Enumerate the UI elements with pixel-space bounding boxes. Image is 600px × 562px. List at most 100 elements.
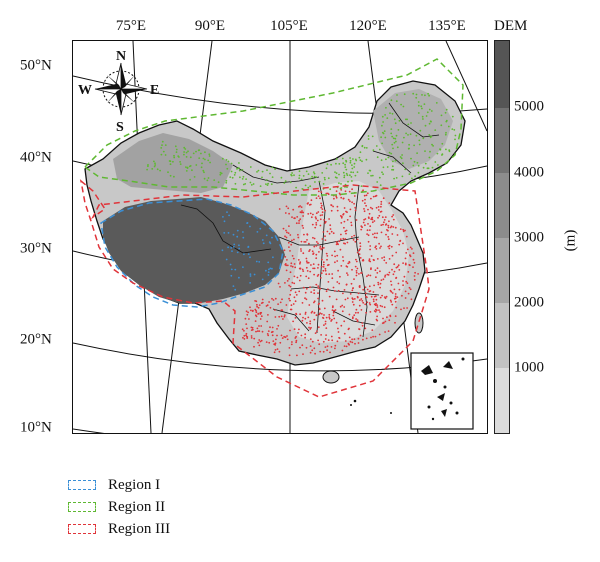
lon-label-135e: 135°E (428, 18, 466, 34)
station-dot (324, 239, 327, 242)
station-dot (404, 257, 407, 260)
station-dot (311, 340, 314, 343)
station-dot (350, 171, 352, 174)
station-dot (265, 269, 267, 272)
station-dot (345, 168, 348, 171)
station-dot (343, 220, 346, 223)
station-dot (189, 165, 192, 167)
station-dot (360, 185, 363, 188)
station-dot (364, 198, 366, 201)
station-dot (385, 106, 387, 109)
station-dot (448, 150, 451, 153)
station-dot (386, 166, 389, 168)
station-dot (344, 166, 347, 168)
station-dot (295, 222, 298, 225)
station-dot (256, 327, 259, 330)
station-dot (243, 253, 245, 256)
station-dot (315, 314, 318, 317)
station-dot (394, 321, 396, 324)
station-dot (289, 234, 292, 236)
station-dot (388, 220, 390, 223)
station-dot (306, 202, 309, 205)
station-dot (321, 208, 324, 211)
station-dot (234, 288, 237, 291)
station-dot (376, 181, 379, 183)
station-dot (351, 297, 354, 300)
station-dot (359, 159, 362, 162)
station-dot (356, 319, 359, 321)
station-dot (261, 278, 264, 281)
station-dot (305, 260, 308, 263)
legend-swatch-region-iii (68, 524, 96, 534)
station-dot (289, 181, 292, 184)
station-dot (280, 309, 283, 312)
station-dot (219, 173, 222, 176)
station-dot (384, 276, 386, 278)
station-dot (349, 200, 351, 203)
station-dot (388, 202, 391, 205)
station-dot (387, 238, 390, 241)
station-dot (362, 221, 365, 224)
station-dot (362, 338, 364, 341)
station-dot (344, 340, 347, 342)
station-dot (404, 168, 407, 171)
station-dot (323, 314, 325, 316)
station-dot (304, 241, 307, 243)
station-dot (324, 320, 327, 323)
legend-item-region-i: Region I (68, 474, 170, 496)
station-dot (356, 251, 359, 254)
station-dot (418, 143, 421, 146)
station-dot (363, 218, 365, 221)
station-dot (234, 171, 237, 174)
station-dot (321, 299, 324, 302)
station-dot (332, 305, 334, 308)
station-dot (365, 295, 367, 298)
station-dot (275, 338, 277, 341)
station-dot (236, 251, 239, 254)
station-dot (408, 173, 411, 176)
station-dot (302, 270, 305, 272)
station-dot (315, 217, 317, 220)
station-dot (268, 341, 271, 344)
station-dot (299, 267, 302, 270)
station-dot (395, 100, 398, 103)
station-dot (364, 218, 367, 220)
station-dot (277, 324, 280, 327)
station-dot (390, 152, 393, 155)
station-dot (325, 290, 328, 293)
station-dot (334, 171, 336, 174)
station-dot (341, 304, 344, 307)
station-dot (377, 209, 380, 211)
legend-item-region-ii: Region II (68, 496, 170, 518)
station-dot (269, 172, 271, 175)
station-dot (255, 260, 258, 263)
station-dot (338, 173, 340, 176)
station-dot (200, 166, 203, 169)
station-dot (374, 295, 377, 298)
station-dot (274, 297, 277, 300)
station-dot (318, 180, 321, 183)
lon-label-75e: 75°E (115, 18, 147, 34)
station-dot (314, 216, 317, 219)
station-dot (428, 108, 431, 111)
station-dot (329, 228, 332, 230)
station-dot (361, 322, 364, 324)
station-dot (302, 286, 305, 289)
colorbar-band-2 (495, 238, 509, 303)
station-dot (160, 153, 163, 156)
station-dot (399, 228, 402, 231)
station-dot (391, 254, 394, 257)
station-dot (387, 236, 390, 238)
station-dot (318, 251, 320, 253)
station-dot (349, 157, 351, 159)
station-dot (451, 128, 454, 130)
station-dot (320, 313, 323, 315)
station-dot (147, 165, 149, 168)
station-dot (160, 147, 163, 149)
station-dot (286, 231, 288, 234)
station-dot (295, 339, 298, 342)
station-dot (375, 309, 378, 312)
station-dot (372, 291, 375, 293)
station-dot (351, 301, 354, 303)
station-dot (360, 309, 363, 311)
